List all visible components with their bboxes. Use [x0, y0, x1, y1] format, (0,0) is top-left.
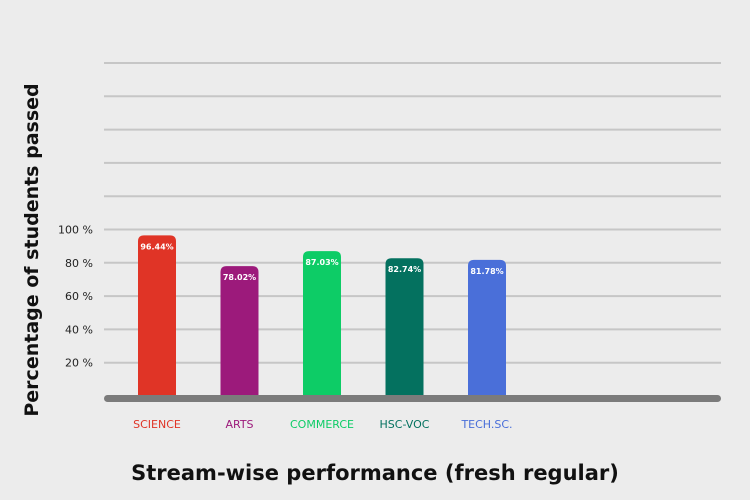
x-axis-baseline: [104, 395, 721, 402]
y-tick-label: 100 %: [58, 224, 93, 237]
y-axis-label: Percentage of students passed: [21, 83, 43, 416]
x-tick-label: SCIENCE: [133, 418, 181, 431]
x-tick-label: ARTS: [225, 418, 253, 431]
bars: [138, 235, 506, 396]
bar-value-label: 78.02%: [223, 273, 256, 282]
bar-hsc-voc: [385, 258, 424, 396]
grid-lines: [104, 62, 721, 364]
bar-arts: [220, 266, 259, 396]
bar-commerce: [303, 251, 341, 396]
y-tick-label: 60 %: [65, 290, 93, 303]
value-labels: 96.44% 78.02% 87.03% 82.74% 81.78%: [140, 242, 503, 282]
bar-value-label: 96.44%: [140, 242, 173, 251]
category-labels: SCIENCE ARTS COMMERCE HSC-VOC TECH.SC.: [133, 418, 512, 431]
x-tick-label: HSC-VOC: [380, 418, 430, 431]
bar-value-label: 87.03%: [305, 258, 338, 267]
x-tick-label: COMMERCE: [290, 418, 354, 431]
bar-value-label: 82.74%: [388, 265, 421, 274]
y-tick-label: 40 %: [65, 323, 93, 336]
bar-science: [138, 235, 176, 396]
x-axis-label: Stream-wise performance (fresh regular): [131, 461, 619, 485]
bar-tech-sc: [468, 259, 506, 396]
x-tick-label: TECH.SC.: [460, 418, 512, 431]
y-tick-label: 80 %: [65, 257, 93, 270]
y-tick-label: 20 %: [65, 357, 93, 370]
bar-value-label: 81.78%: [470, 267, 503, 276]
y-tick-labels: 20 % 40 % 60 % 80 % 100 %: [58, 224, 93, 370]
